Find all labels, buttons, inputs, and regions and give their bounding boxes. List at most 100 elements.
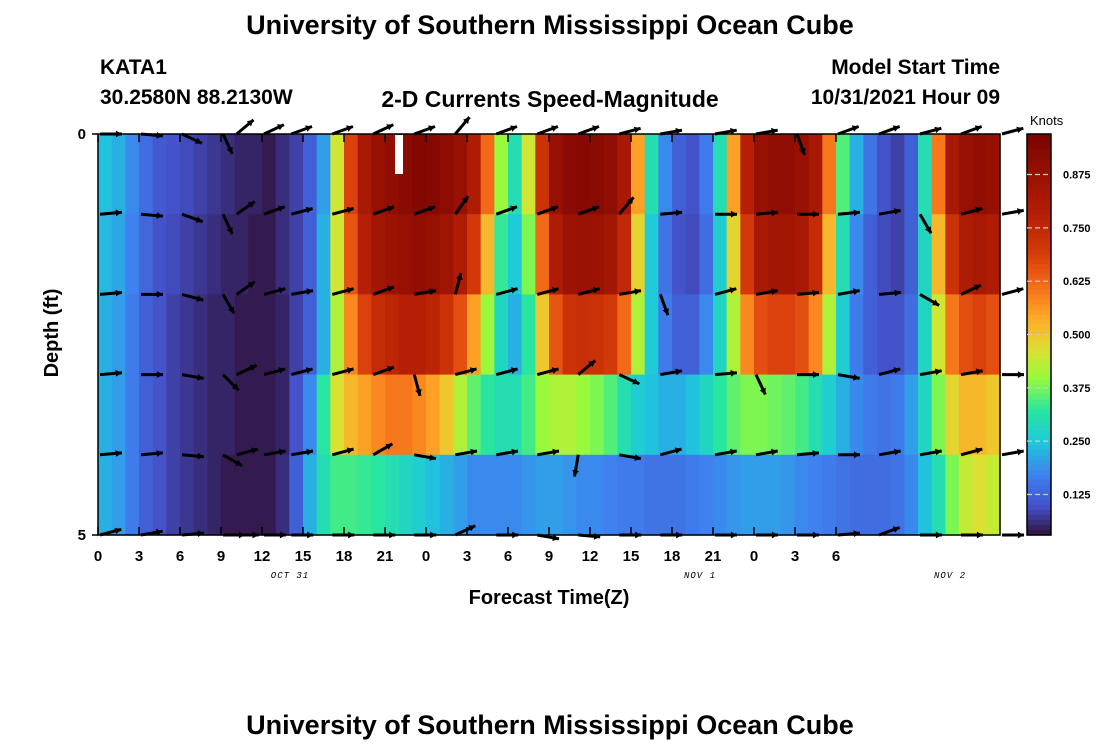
- heatmap-cell: [631, 454, 646, 536]
- current-vector-arrow: [495, 287, 518, 296]
- date-label: NOV 1: [684, 571, 716, 581]
- heatmap-cell: [467, 454, 482, 536]
- colorbar-band: [1027, 359, 1051, 366]
- vector-head: [592, 205, 599, 212]
- heatmap-cell: [125, 374, 140, 456]
- vector-head: [156, 450, 163, 457]
- heatmap-cell: [644, 134, 659, 215]
- current-vector-arrow: [838, 451, 860, 459]
- heatmap-cell: [754, 374, 769, 456]
- colorbar-band: [1027, 434, 1051, 441]
- current-vector-arrow: [796, 289, 820, 297]
- heatmap-cell: [221, 134, 236, 215]
- colorbar-band: [1027, 314, 1051, 321]
- current-vector-arrow: [577, 287, 600, 296]
- current-vector-arrow: [572, 454, 580, 477]
- colorbar-band: [1027, 349, 1051, 356]
- heatmap-cell: [521, 294, 536, 376]
- vector-head: [226, 227, 233, 235]
- vector-head: [386, 124, 394, 131]
- heatmap-cell: [262, 454, 277, 536]
- heatmap-cell: [439, 294, 454, 376]
- current-vector-arrow: [331, 447, 354, 457]
- heatmap-cell: [111, 454, 126, 536]
- x-tick-label: 6: [176, 548, 184, 565]
- current-vector-arrow: [536, 287, 559, 296]
- colorbar-band: [1027, 154, 1051, 160]
- heatmap-cell: [98, 214, 113, 295]
- heatmap-cell: [576, 294, 591, 376]
- x-tick-label: 21: [705, 548, 722, 565]
- colorbar-band: [1027, 519, 1051, 526]
- colorbar-band: [1027, 319, 1051, 326]
- current-vector-arrow: [618, 126, 641, 136]
- heatmap-cell: [480, 454, 495, 536]
- vector-head: [812, 371, 819, 378]
- current-vector-arrow: [372, 205, 395, 216]
- vector-head: [633, 126, 641, 134]
- x-tick-label: 21: [377, 548, 394, 565]
- vector-head: [305, 206, 313, 214]
- heatmap-cell: [508, 374, 523, 456]
- current-vector-arrow: [263, 367, 286, 377]
- heatmap-cell: [412, 454, 427, 536]
- heatmap-cell: [959, 294, 974, 376]
- heatmap-cell: [863, 454, 878, 536]
- heatmap-cell: [959, 214, 974, 295]
- heatmap-cell: [617, 134, 632, 215]
- current-vector-arrow: [496, 448, 519, 457]
- colorbar-band: [1027, 234, 1051, 240]
- colorbar-band: [1027, 344, 1051, 351]
- heatmap-cell: [822, 214, 837, 295]
- x-tick-label: 15: [623, 548, 640, 565]
- heatmap-cell: [344, 214, 359, 295]
- heatmap-cell: [808, 294, 823, 376]
- heatmap-cell: [111, 294, 126, 376]
- current-vector-arrow: [291, 288, 314, 296]
- current-vector-arrow: [235, 118, 255, 136]
- heatmap-cell: [959, 134, 974, 215]
- heatmap-cell: [836, 214, 851, 295]
- colorbar-band: [1027, 259, 1051, 265]
- colorbar-band: [1027, 464, 1051, 471]
- colorbar-band: [1027, 499, 1051, 506]
- heatmap-cell: [576, 214, 591, 295]
- heatmap-cell: [904, 214, 919, 295]
- heatmap-cell: [863, 374, 878, 456]
- heatmap-cell: [590, 374, 605, 456]
- heatmap-cell: [931, 454, 946, 536]
- heatmap-cell: [740, 134, 755, 215]
- heatmap-cell: [562, 374, 577, 456]
- colorbar-band: [1027, 489, 1051, 496]
- heatmap-cell: [754, 134, 769, 215]
- heatmap-cell: [836, 134, 851, 215]
- heatmap-cell: [275, 374, 290, 456]
- heatmap-cell: [453, 214, 468, 295]
- heatmap-cell: [617, 454, 632, 536]
- colorbar-band: [1027, 414, 1051, 421]
- vector-head: [251, 447, 258, 454]
- heatmap-cell: [631, 134, 646, 215]
- current-vector-arrow: [536, 205, 559, 216]
- heatmap-cell: [139, 134, 154, 215]
- colorbar-band: [1027, 409, 1051, 416]
- colorbar-band: [1027, 249, 1051, 255]
- current-vector-arrow: [1002, 371, 1024, 378]
- heatmap-cell: [890, 374, 905, 456]
- heatmap-cell: [166, 134, 181, 215]
- heatmap-cell: [904, 374, 919, 456]
- vector-head: [346, 447, 354, 454]
- heatmap-cell: [125, 454, 140, 536]
- heatmap-cell: [303, 214, 318, 295]
- heatmap-cell: [193, 134, 208, 215]
- current-vector-arrow: [221, 293, 236, 315]
- colorbar-band: [1027, 364, 1051, 371]
- heatmap-cell: [289, 454, 304, 536]
- heatmap-cell: [726, 294, 741, 376]
- heatmap-cell: [904, 454, 919, 536]
- heatmap-cell: [713, 454, 728, 536]
- colorbar-band: [1027, 269, 1051, 275]
- vector-head: [279, 448, 286, 456]
- heatmap-cell: [904, 294, 919, 376]
